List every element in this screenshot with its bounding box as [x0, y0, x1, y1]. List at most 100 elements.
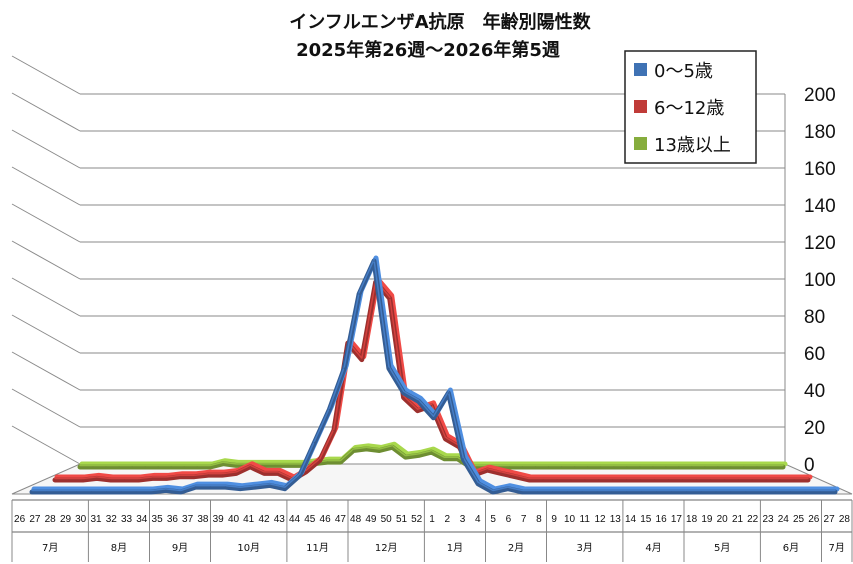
x-tick-label: 17	[671, 514, 683, 525]
x-tick-label: 21	[732, 514, 744, 525]
series-1-point-15	[640, 491, 643, 493]
series-1-point-25	[789, 491, 792, 493]
series-3-point-46	[339, 461, 342, 463]
series-3-point-2	[443, 458, 446, 460]
series-3-point-26	[756, 466, 758, 468]
series-3-point-52	[417, 454, 420, 457]
series-2-point-12	[584, 479, 586, 481]
x-tick-label: 5	[490, 514, 496, 525]
series-3-point-7	[508, 466, 511, 468]
x-tick-label: 19	[701, 514, 713, 525]
series-1-point-11	[581, 491, 583, 493]
series-1-point-10	[566, 491, 569, 493]
x-tick-label: 12	[594, 514, 606, 525]
series-1-point-29	[75, 491, 78, 493]
x-tick-label: 27	[824, 514, 836, 525]
series-2-point-24	[751, 479, 753, 481]
series-1-point-45	[313, 441, 316, 444]
series-3-point-14	[599, 466, 602, 468]
month-label: 3月	[577, 542, 593, 554]
x-tick-label: 3	[460, 514, 466, 525]
series-3-point-27	[769, 466, 771, 468]
series-2-highlight	[54, 279, 809, 480]
series-1-point-27	[819, 491, 821, 493]
series-1-point-21	[730, 491, 732, 493]
month-label: 7月	[42, 542, 58, 554]
series-2-point-39	[235, 472, 238, 475]
x-tick-label: 11	[580, 514, 591, 525]
series-3-point-8	[521, 466, 524, 468]
series-3-point-18	[652, 466, 654, 468]
y-axis-ticks: 0 20 40 60 80 100 120 140 160 180 200	[804, 85, 836, 476]
side-gridline	[11, 351, 81, 391]
side-gridline	[11, 129, 81, 169]
side-gridline	[11, 388, 81, 428]
series-2-point-28	[82, 479, 84, 481]
series-2-point-2	[444, 438, 447, 440]
month-label: 6月	[783, 542, 799, 554]
y-tick-label: 60	[804, 344, 825, 365]
series-1-point-22	[745, 491, 747, 493]
month-label: 4月	[645, 542, 661, 554]
series-1-point-26	[804, 491, 807, 493]
x-tick-label: 29	[60, 514, 72, 525]
series-2-point-18	[667, 479, 670, 481]
series-3-point-3	[456, 458, 459, 460]
series-3-point-12	[573, 466, 576, 468]
series-3-point-45	[326, 461, 329, 463]
series-2-point-31	[123, 479, 126, 481]
x-tick-label: 40	[228, 514, 240, 525]
series-1-point-34	[150, 491, 152, 493]
series-1-point-33	[135, 491, 137, 493]
series-1-point-51	[403, 392, 405, 394]
series-1-point-1	[432, 417, 435, 419]
series-2-point-41	[263, 472, 266, 475]
series-3-point-25	[743, 466, 745, 468]
x-tick-label: 26	[14, 514, 26, 525]
x-tick-label: 50	[381, 514, 393, 525]
series-1-point-19	[700, 491, 702, 493]
y-tick-label: 180	[804, 122, 836, 143]
series-2-point-38	[221, 474, 224, 476]
x-tick-label: 37	[182, 514, 194, 525]
series-3-point-21	[691, 466, 693, 468]
series-3-point-37	[222, 462, 224, 465]
series-1-point-38	[209, 486, 212, 488]
series-3-ribbon-top	[79, 441, 788, 467]
series-3-ribbon	[77, 441, 788, 470]
x-tick-label: 30	[75, 514, 87, 525]
series-2-point-27	[68, 479, 70, 481]
series-2-point-51	[402, 396, 405, 399]
x-tick-label: 52	[411, 514, 423, 525]
series-1-point-4	[477, 483, 479, 485]
series-2-point-50	[388, 297, 391, 300]
month-label: 11月	[306, 542, 329, 554]
series-3-point-17	[639, 466, 641, 468]
series-1-point-24	[774, 491, 777, 493]
series-1-point-39	[224, 486, 227, 488]
series-2-point-25	[765, 479, 767, 481]
series-3-point-23	[717, 466, 719, 468]
side-gridline	[11, 277, 81, 317]
series-3-point-9	[534, 466, 537, 468]
month-label: 8月	[111, 542, 127, 554]
series-1-point-31	[105, 491, 108, 493]
series-2-point-9	[542, 479, 544, 481]
x-tick-label: 49	[365, 514, 377, 525]
month-label: 5月	[714, 542, 730, 554]
series-3-highlight	[79, 444, 784, 467]
x-tick-label: 38	[197, 514, 209, 525]
series-1-point-6	[507, 487, 509, 490]
series-3-point-19	[665, 466, 667, 468]
series-3-point-13	[586, 466, 589, 468]
legend-label-3: 13歳以上	[654, 135, 731, 156]
series-3-point-41	[274, 464, 277, 467]
gridlines	[11, 55, 786, 465]
series-1-point-47	[343, 367, 346, 370]
x-tick-label: 32	[106, 514, 118, 525]
series-1-point-12	[596, 491, 598, 493]
series-1-point-23	[759, 491, 762, 493]
x-tick-label: 6	[506, 514, 512, 525]
x-tick-label: 4	[475, 514, 481, 525]
y-tick-label: 100	[804, 270, 836, 291]
